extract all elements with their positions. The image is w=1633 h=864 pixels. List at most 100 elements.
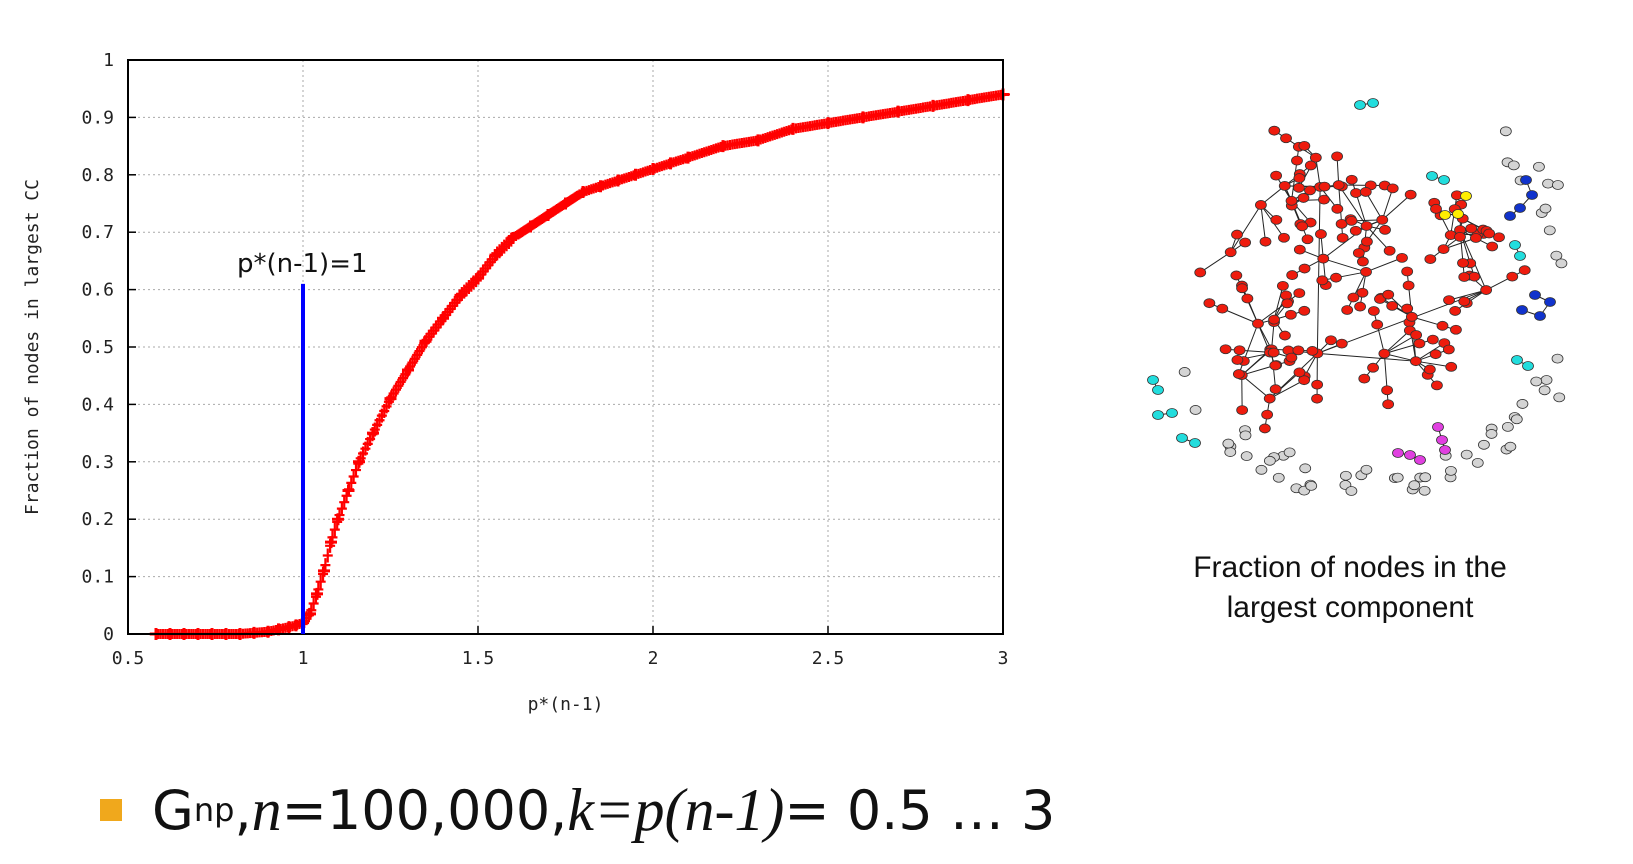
isolated-node (1345, 486, 1358, 496)
giant-component-node (1341, 305, 1354, 315)
isolated-node (1542, 178, 1554, 189)
network-edge (1383, 353, 1388, 391)
isolated-node (1516, 399, 1529, 409)
giant-component-node (1359, 187, 1372, 197)
data-point (353, 455, 365, 468)
data-point-marker (480, 261, 491, 276)
giant-component-node (1486, 241, 1499, 252)
giant-component-node (1231, 229, 1243, 240)
giant-component-node (1445, 361, 1458, 372)
k-expression: k=p(n-1) (567, 776, 785, 843)
giant-component-node (1325, 335, 1337, 346)
small-component-node (1432, 422, 1444, 432)
giant-component-node (1203, 298, 1216, 309)
y-tick-label: 1 (103, 50, 114, 71)
giant-component-node (1296, 221, 1309, 232)
giant-component-node (1350, 188, 1362, 198)
small-component-node (1166, 408, 1178, 418)
network-nodes (1147, 98, 1568, 496)
giant-component-node (1269, 360, 1282, 371)
separator: , (234, 778, 252, 842)
giant-component-node (1318, 181, 1331, 192)
network-edge (1323, 258, 1367, 273)
small-component-node (1147, 375, 1159, 385)
giant-component-node (1382, 399, 1395, 410)
giant-component-node (1259, 236, 1272, 247)
giant-component-node (1306, 346, 1319, 356)
data-point (262, 625, 274, 638)
network-edge (1384, 343, 1420, 355)
giant-component-node (1360, 267, 1372, 277)
giant-component-node (1352, 248, 1365, 258)
giant-component-node (1298, 263, 1311, 274)
data-point-marker (478, 264, 489, 279)
giant-component-node (1429, 349, 1442, 360)
isolated-node (1391, 472, 1404, 483)
y-tick-label: 0.5 (81, 337, 114, 358)
n-value: =100,000, (281, 778, 568, 842)
data-point (612, 174, 624, 187)
small-component-node (1426, 171, 1438, 181)
isolated-node (1460, 449, 1473, 460)
giant-component-node (1331, 151, 1344, 162)
network-edge (1269, 379, 1305, 399)
giant-component-node (1423, 364, 1436, 375)
small-component-node (1514, 251, 1526, 261)
data-series (149, 88, 1010, 640)
small-component-node (1189, 438, 1201, 448)
data-point (647, 163, 659, 176)
network-edge (1243, 323, 1259, 362)
data-point-marker (447, 298, 458, 313)
isolated-node (1552, 180, 1564, 190)
isolated-node (1553, 392, 1566, 403)
isolated-node (1445, 466, 1457, 476)
small-component-node (1436, 435, 1448, 445)
giant-component-node (1383, 245, 1396, 256)
data-point (857, 111, 869, 124)
giant-component-node (1270, 170, 1283, 181)
network-edges (1152, 102, 1551, 461)
isolated-node (1543, 225, 1556, 236)
small-component-node (1460, 191, 1472, 201)
data-point-marker (322, 548, 333, 563)
giant-component-node (1493, 232, 1505, 243)
giant-component-node (1252, 318, 1264, 329)
network-edge (1273, 285, 1284, 320)
network-graph-illustration (1147, 98, 1568, 496)
small-component-node (1452, 209, 1464, 219)
data-point (367, 427, 379, 440)
data-point (542, 208, 554, 221)
data-point (577, 186, 589, 199)
data-point (304, 607, 316, 620)
giant-component-node (1232, 369, 1245, 379)
data-point (454, 289, 467, 302)
giant-component-node (1386, 300, 1399, 311)
isolated-node (1224, 447, 1237, 457)
small-component-node (1514, 203, 1526, 213)
data-point (927, 99, 939, 112)
data-point-marker (485, 255, 496, 270)
giant-component-node (1336, 232, 1349, 243)
network-edge (1338, 185, 1343, 224)
data-point (283, 621, 295, 634)
data-point-marker (449, 295, 460, 310)
isolated-node (1540, 375, 1553, 385)
giant-component-node (1280, 290, 1292, 301)
network-edge (1317, 352, 1416, 362)
data-point-marker (339, 495, 350, 510)
isolated-node (1272, 472, 1285, 483)
giant-component-node (1259, 423, 1271, 434)
isolated-node (1178, 367, 1191, 377)
small-component-node (1544, 297, 1556, 307)
chart-ticks: 0.5 1 1.5 2 2.5 3 0 0.1 0.2 0.3 0.4 0.5 0.6 0.7 0.8 0.9… (81, 50, 1008, 669)
y-tick-label: 0.1 (81, 567, 114, 588)
plot-frame (127, 59, 1004, 635)
giant-component-node (1410, 330, 1423, 340)
data-point (822, 117, 834, 130)
giant-component-node (1293, 173, 1306, 183)
isolated-node (1418, 485, 1431, 496)
giant-component-node (1356, 287, 1369, 298)
small-component-node (1511, 355, 1523, 365)
giant-component-node (1332, 180, 1345, 190)
